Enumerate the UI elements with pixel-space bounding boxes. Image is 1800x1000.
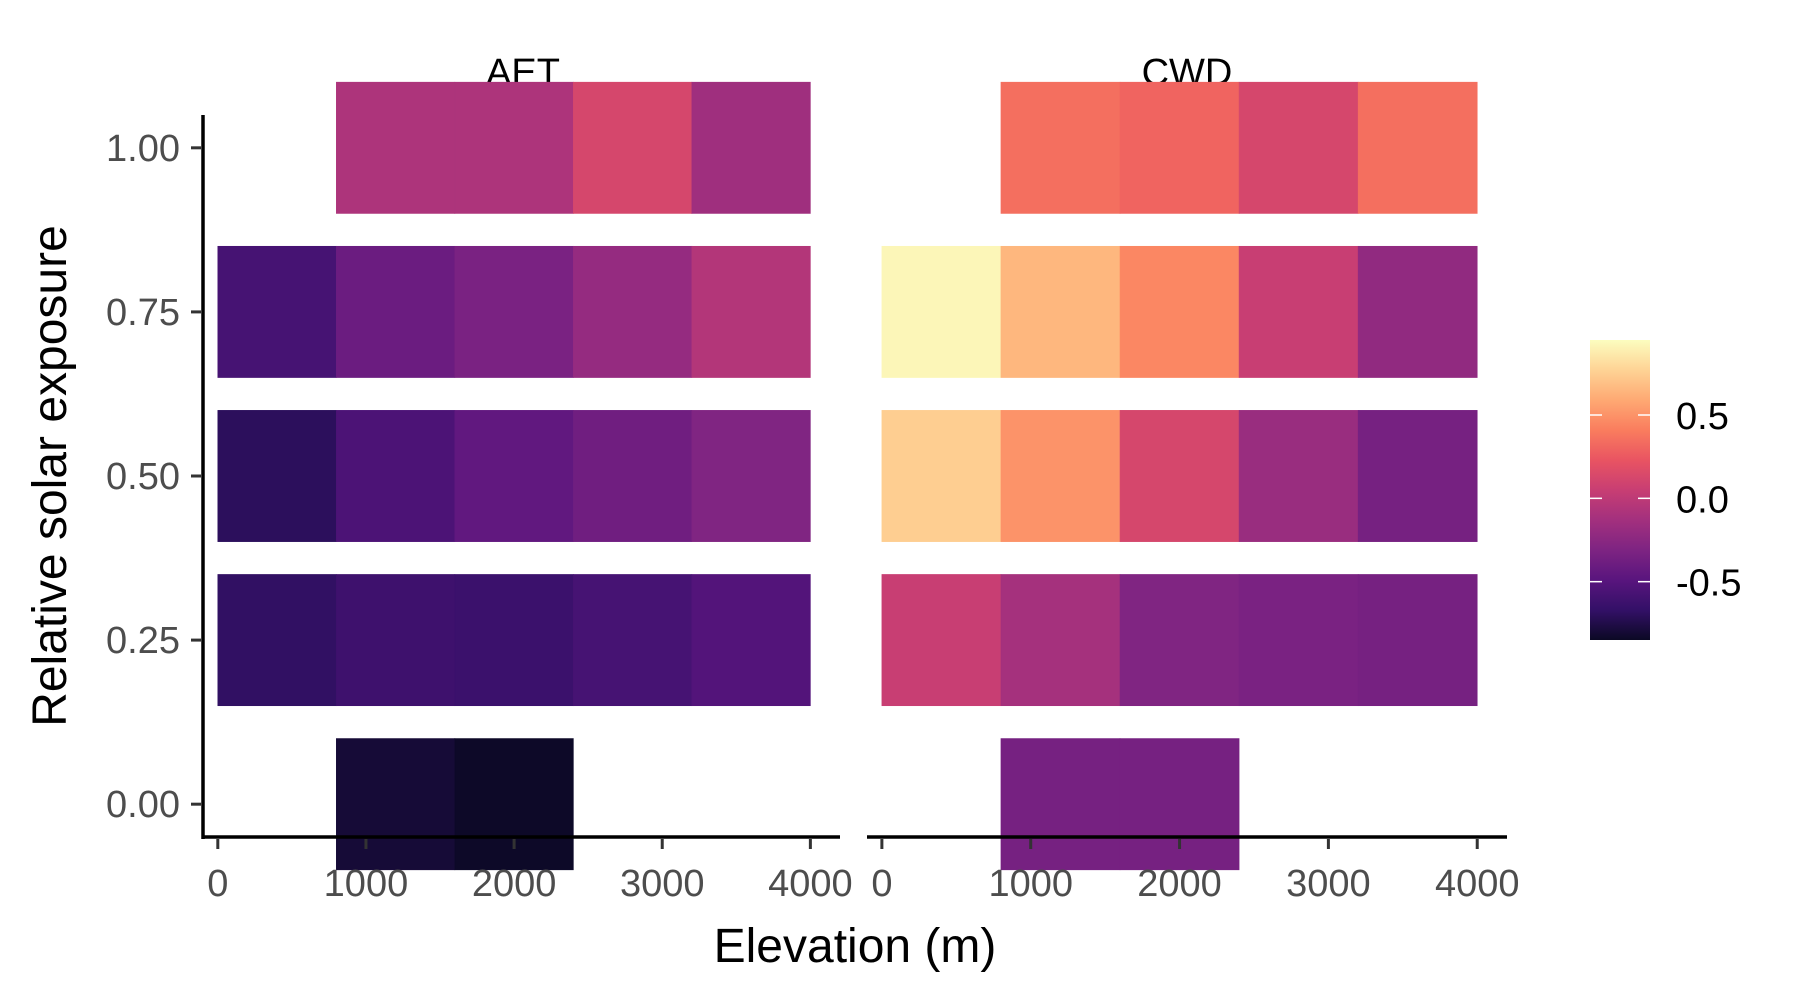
heatmap-tile <box>1238 81 1359 214</box>
x-tick-label: 3000 <box>1286 863 1371 905</box>
x-tick-label: 1000 <box>988 863 1073 905</box>
legend-tick-label: 0.0 <box>1676 479 1729 521</box>
heatmap-tile <box>573 574 693 707</box>
heatmap-tile <box>217 574 337 707</box>
heatmap-tile <box>573 245 693 378</box>
heatmap-tile <box>1000 738 1121 871</box>
heatmap-tile <box>336 738 456 871</box>
heatmap-tile <box>573 81 693 214</box>
heatmap-tile <box>691 410 811 542</box>
x-tick-label: 0 <box>871 863 892 905</box>
heatmap-tile <box>336 245 456 378</box>
heatmap-tile <box>691 81 811 214</box>
heatmap-tile <box>336 81 456 214</box>
heatmap-tile <box>1119 410 1240 542</box>
x-tick-label: 4000 <box>768 863 853 905</box>
heatmap-tile <box>1357 574 1478 707</box>
heatmap-tile <box>1119 738 1240 871</box>
heatmap-tile <box>1000 574 1121 707</box>
heatmap-tile <box>691 574 811 707</box>
heatmap-tile <box>1357 410 1478 542</box>
heatmap-tile <box>1238 245 1359 378</box>
heatmap-tile <box>454 81 574 214</box>
x-tick-label: 4000 <box>1435 863 1520 905</box>
legend-colorbar <box>1590 340 1650 640</box>
heatmap-tile <box>1119 81 1240 214</box>
x-axis-title: Elevation (m) <box>714 920 997 973</box>
heatmap-tile <box>454 574 574 707</box>
heatmap-tile <box>454 410 574 542</box>
y-tick-label: 0.00 <box>106 784 180 826</box>
heatmap-tile <box>1357 81 1478 214</box>
heatmap-tile <box>691 245 811 378</box>
heatmap-tile <box>454 245 574 378</box>
heatmap-tile <box>1000 245 1121 378</box>
heatmap-tile <box>217 245 337 378</box>
y-tick-label: 0.75 <box>106 292 180 334</box>
heatmap-tile <box>1119 245 1240 378</box>
heatmap-tile <box>881 410 1002 542</box>
heatmap-tile <box>454 738 574 871</box>
legend-tick-label: -0.5 <box>1676 563 1741 605</box>
y-axis-title: Relative solar exposure <box>24 225 77 727</box>
x-tick-label: 3000 <box>620 863 705 905</box>
x-tick-label: 1000 <box>324 863 409 905</box>
heatmap-tile <box>881 245 1002 378</box>
heatmap-tile <box>336 574 456 707</box>
color-legend: 0.5 0.0 -0.5 <box>1590 340 1741 640</box>
legend-tick-label: 0.5 <box>1676 396 1729 438</box>
heatmap-tile <box>217 410 337 542</box>
y-tick-label: 0.50 <box>106 456 180 498</box>
x-tick-label: 2000 <box>1137 863 1222 905</box>
heatmap-tile <box>573 410 693 542</box>
panel-cwd: CWD 0 1000 2000 3000 4000 <box>867 52 1520 905</box>
heatmap-tile <box>1000 81 1121 214</box>
heatmap-tile <box>336 410 456 542</box>
y-tick-label: 0.25 <box>106 620 180 662</box>
heatmap-tile <box>1238 410 1359 542</box>
panel-aet: AET 0 1000 2000 3000 4000 0.000.250.500.751.… <box>106 52 853 905</box>
y-tick-label: 1.00 <box>106 128 180 170</box>
heatmap-tile <box>1000 410 1121 542</box>
heatmap-tile <box>1357 245 1478 378</box>
heatmap-tile <box>881 574 1002 707</box>
heatmap-tile <box>1238 574 1359 707</box>
x-tick-label: 2000 <box>472 863 557 905</box>
x-tick-label: 0 <box>207 863 228 905</box>
heatmap-tile <box>1119 574 1240 707</box>
